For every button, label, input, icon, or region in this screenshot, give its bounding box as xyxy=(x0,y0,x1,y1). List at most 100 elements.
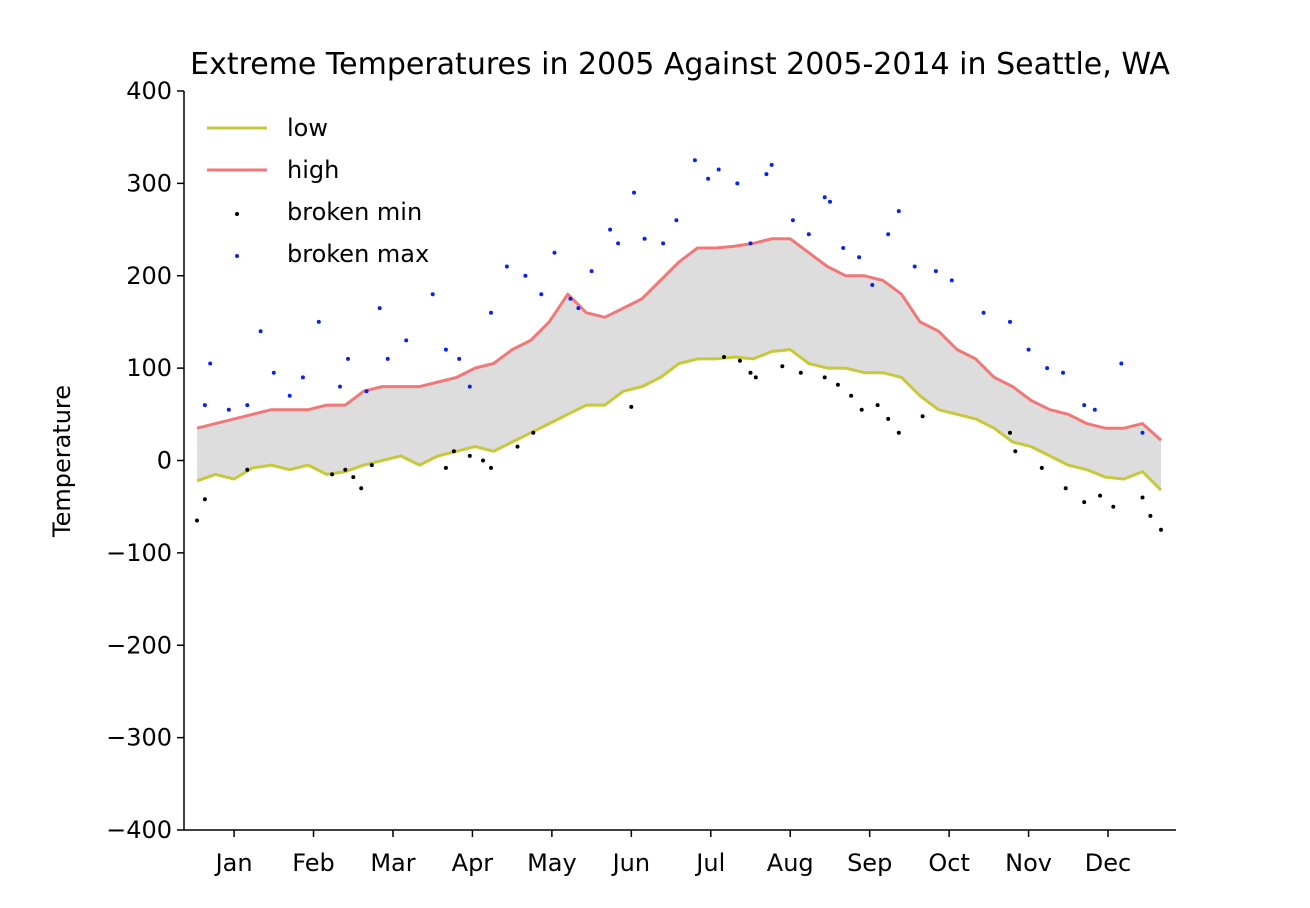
point-broken-max xyxy=(790,218,795,223)
point-broken-max xyxy=(316,319,321,324)
point-broken-max xyxy=(523,273,528,278)
point-broken-min xyxy=(489,465,493,470)
point-broken-min xyxy=(1098,493,1103,498)
x-tick-label: Jul xyxy=(694,849,725,877)
point-broken-min xyxy=(722,355,726,359)
y-tick-label: −400 xyxy=(106,816,172,844)
plot-area xyxy=(195,158,1163,532)
y-tick-label: 200 xyxy=(126,262,172,290)
x-tick-label: Oct xyxy=(928,849,970,877)
point-broken-max xyxy=(226,407,231,412)
point-broken-min xyxy=(875,403,880,408)
y-tick-label: −300 xyxy=(106,724,172,752)
point-broken-max xyxy=(828,199,832,204)
point-broken-max xyxy=(457,356,462,361)
point-broken-min xyxy=(849,393,854,398)
point-broken-min xyxy=(531,430,536,435)
point-broken-min xyxy=(798,370,803,375)
point-broken-max xyxy=(661,241,666,246)
x-tick-label: Aug xyxy=(767,849,814,877)
temperature-range-band xyxy=(197,238,1161,491)
legend-label-broken-max: broken max xyxy=(287,240,429,268)
point-broken-min xyxy=(1063,486,1068,491)
x-tick-label: Feb xyxy=(292,849,335,877)
point-broken-max xyxy=(489,310,493,315)
point-broken-min xyxy=(359,486,364,491)
point-broken-min xyxy=(443,465,448,470)
legend-label-broken-min: broken min xyxy=(287,198,422,226)
point-broken-max xyxy=(589,269,594,274)
point-broken-max xyxy=(1140,430,1145,435)
point-broken-min xyxy=(515,444,520,449)
y-tick-label: 400 xyxy=(126,77,172,105)
point-broken-min xyxy=(451,449,456,454)
point-broken-max xyxy=(208,361,213,366)
point-broken-min xyxy=(1082,500,1087,505)
point-broken-max xyxy=(764,172,769,177)
point-broken-max xyxy=(385,356,390,361)
point-broken-max xyxy=(716,167,721,172)
x-tick-label: Mar xyxy=(370,849,415,877)
chart-title: Extreme Temperatures in 2005 Against 200… xyxy=(190,47,1170,82)
point-broken-max xyxy=(552,250,557,255)
point-broken-max xyxy=(706,176,711,181)
y-axis-ticks: 400 300 200 100 0 −100 −200 −300 −400 xyxy=(106,77,184,844)
y-tick-label: 100 xyxy=(126,354,172,382)
point-broken-max xyxy=(1061,370,1065,375)
legend-label-low: low xyxy=(287,114,328,142)
y-axis-label: Temperature xyxy=(48,385,76,538)
point-broken-max xyxy=(949,278,954,283)
point-broken-min xyxy=(780,364,785,369)
point-broken-max xyxy=(1119,361,1124,366)
point-broken-min xyxy=(920,414,925,419)
point-broken-max xyxy=(404,338,409,343)
x-axis-ticks: Jan Feb Mar Apr May Jun Jul Aug Sep Oct Nov Dec xyxy=(214,830,1131,877)
x-tick-label: Apr xyxy=(452,849,494,877)
point-broken-min xyxy=(1159,527,1163,532)
point-broken-min xyxy=(195,518,199,523)
point-broken-max xyxy=(692,158,697,163)
series-line-low xyxy=(196,348,1163,492)
point-broken-max xyxy=(822,195,827,200)
legend-swatch-broken-max xyxy=(235,254,239,258)
legend: low high broken min broken max xyxy=(207,114,429,268)
point-broken-max xyxy=(539,292,544,297)
point-broken-max xyxy=(735,181,740,186)
y-tick-label: 300 xyxy=(126,169,172,197)
point-broken-min xyxy=(835,382,840,387)
point-broken-min xyxy=(1148,513,1153,518)
point-broken-min xyxy=(737,358,742,363)
point-broken-max xyxy=(981,310,986,315)
x-tick-label: Sep xyxy=(847,849,892,877)
point-broken-min xyxy=(351,475,356,480)
point-broken-min xyxy=(859,407,864,412)
point-broken-max xyxy=(271,370,276,375)
point-broken-max xyxy=(377,306,382,311)
point-broken-min xyxy=(753,375,758,380)
point-broken-min xyxy=(467,453,472,458)
series-line-high xyxy=(196,237,1163,442)
point-broken-min xyxy=(1008,430,1012,435)
point-broken-min xyxy=(748,370,753,375)
point-broken-max xyxy=(287,393,292,398)
point-broken-max xyxy=(300,375,305,380)
point-broken-max xyxy=(1008,319,1012,324)
point-broken-max xyxy=(443,347,448,352)
point-broken-max xyxy=(338,384,342,389)
y-tick-label: −100 xyxy=(106,539,172,567)
x-tick-label: Dec xyxy=(1085,849,1131,877)
x-tick-label: Nov xyxy=(1005,849,1052,877)
point-broken-max xyxy=(258,329,263,334)
point-broken-max xyxy=(886,232,891,237)
point-broken-max xyxy=(642,236,647,241)
point-broken-max xyxy=(1045,366,1050,371)
point-broken-max xyxy=(1092,407,1097,412)
point-broken-max xyxy=(346,356,350,361)
point-broken-max xyxy=(568,296,573,301)
point-broken-max xyxy=(202,403,207,408)
x-tick-label: Jun xyxy=(611,849,651,877)
point-broken-max xyxy=(674,218,679,223)
point-broken-min xyxy=(202,497,207,502)
point-broken-max xyxy=(364,389,369,394)
point-broken-max xyxy=(504,264,509,269)
